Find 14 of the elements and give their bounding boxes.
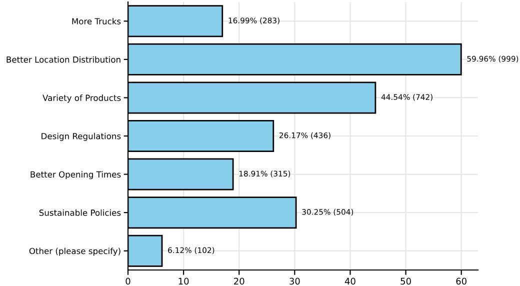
y-tick-label: More Trucks [72,18,121,24]
x-tick-label: 50 [400,278,411,285]
x-tick-label: 20 [234,278,244,285]
x-tick-label: 0 [126,278,130,285]
x-tick-label: 40 [344,278,356,285]
y-tick-label: Variety of Products [42,94,121,103]
y-tick-label: Sustainable Policies [39,209,121,216]
y-tick-label: Better Location Distribution [6,56,120,63]
x-tick-label: 60 [456,278,466,285]
x-tick-label: 10 [178,278,189,285]
y-tick-label: Other (please specify) [29,248,120,256]
x-tick-label: 30 [290,278,300,285]
y-tick-label: Design Regulations [42,132,121,141]
y-tick-label: Better Opening Times [30,171,121,180]
